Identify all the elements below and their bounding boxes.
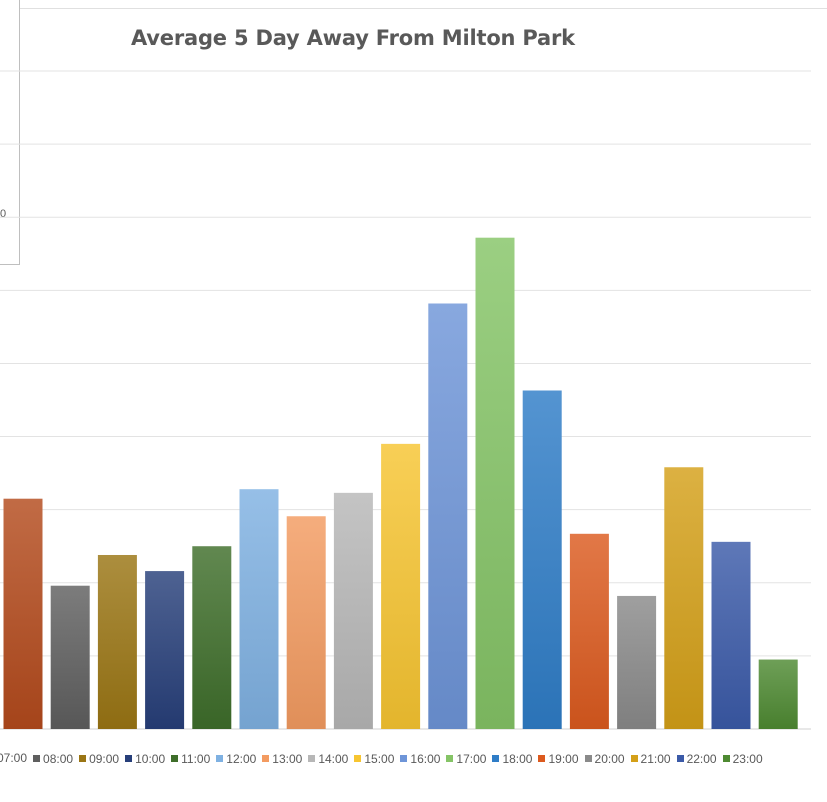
legend-swatch xyxy=(722,755,730,762)
bar-1100 xyxy=(192,546,232,729)
bar-2300 xyxy=(758,659,798,729)
legend-swatch xyxy=(492,755,500,762)
bar-1900 xyxy=(569,533,609,729)
bar-0900 xyxy=(97,554,137,729)
bar-1200 xyxy=(239,489,279,729)
legend-swatch xyxy=(262,755,270,762)
legend-item: 13:00 xyxy=(262,752,302,766)
legend-swatch xyxy=(354,755,362,762)
legend-label: 14:00 xyxy=(318,751,349,766)
legend-label: 13:00 xyxy=(272,751,303,766)
legend-swatch xyxy=(400,755,408,762)
chart-top-border xyxy=(0,8,827,9)
legend-swatch xyxy=(33,755,41,762)
legend-item: 20:00 xyxy=(584,751,625,766)
bar-0800 xyxy=(50,585,90,729)
bar-1400 xyxy=(333,492,373,729)
bar-0700 xyxy=(3,498,43,729)
legend-label: 09:00 xyxy=(89,751,120,766)
legend-swatch xyxy=(676,755,684,762)
legend-label: 21:00 xyxy=(640,751,671,766)
legend-swatch xyxy=(446,755,454,762)
overlapping-chart-panel: 0 xyxy=(0,0,20,265)
legend-swatch xyxy=(79,755,87,762)
bar-2100 xyxy=(664,467,704,729)
legend-swatch xyxy=(308,755,316,762)
legend-item: 07:00 xyxy=(0,751,27,765)
legend-item: 16:00 xyxy=(400,752,440,766)
legend-item: 22:00 xyxy=(676,751,717,766)
legend-swatch xyxy=(171,755,179,762)
legend-label: 07:00 xyxy=(0,751,28,765)
bar-2000 xyxy=(617,595,657,729)
legend-swatch xyxy=(538,755,546,762)
legend-label: 23:00 xyxy=(732,751,763,766)
bar-1600 xyxy=(428,303,468,729)
legend-item: 14:00 xyxy=(308,752,348,766)
legend-swatch xyxy=(630,755,638,762)
legend-swatch xyxy=(216,755,224,762)
legend-swatch xyxy=(584,755,592,762)
bar-2200 xyxy=(711,541,751,729)
legend-swatch xyxy=(125,755,133,762)
legend-label: 22:00 xyxy=(686,751,717,766)
bar-1800 xyxy=(522,390,562,729)
legend-item: 08:00 xyxy=(33,752,73,766)
legend-label: 18:00 xyxy=(502,751,533,766)
bar-1300 xyxy=(286,516,326,729)
legend-item: 18:00 xyxy=(492,752,532,766)
legend-label: 16:00 xyxy=(410,751,441,766)
legend-item: 21:00 xyxy=(630,751,671,766)
legend-label: 11:00 xyxy=(181,751,211,766)
legend-item: 19:00 xyxy=(538,751,579,766)
bar-1000 xyxy=(145,571,185,729)
legend-label: 20:00 xyxy=(594,751,625,766)
legend-item: 10:00 xyxy=(125,752,165,766)
overlay-tick-label: 0 xyxy=(0,208,7,220)
chart-title: Average 5 Day Away From Milton Park xyxy=(131,26,575,50)
legend-label: 17:00 xyxy=(456,751,487,766)
legend-label: 19:00 xyxy=(548,751,579,766)
legend-label: 12:00 xyxy=(226,751,257,766)
legend-label: 08:00 xyxy=(43,751,74,766)
legend-item: 17:00 xyxy=(446,752,486,766)
bar-1500 xyxy=(381,443,421,729)
legend-item: 12:00 xyxy=(216,752,256,766)
legend: 07:00 08:00 09:00 10:00 11:00 12:00 13:00 14:00… xyxy=(0,751,769,769)
legend-item: 23:00 xyxy=(722,751,763,766)
bar-1700 xyxy=(475,237,515,729)
legend-item: 11:00 xyxy=(171,752,210,766)
legend-item: 15:00 xyxy=(354,752,394,766)
legend-label: 15:00 xyxy=(364,751,395,766)
legend-label: 10:00 xyxy=(135,751,166,766)
legend-item: 09:00 xyxy=(79,752,119,766)
